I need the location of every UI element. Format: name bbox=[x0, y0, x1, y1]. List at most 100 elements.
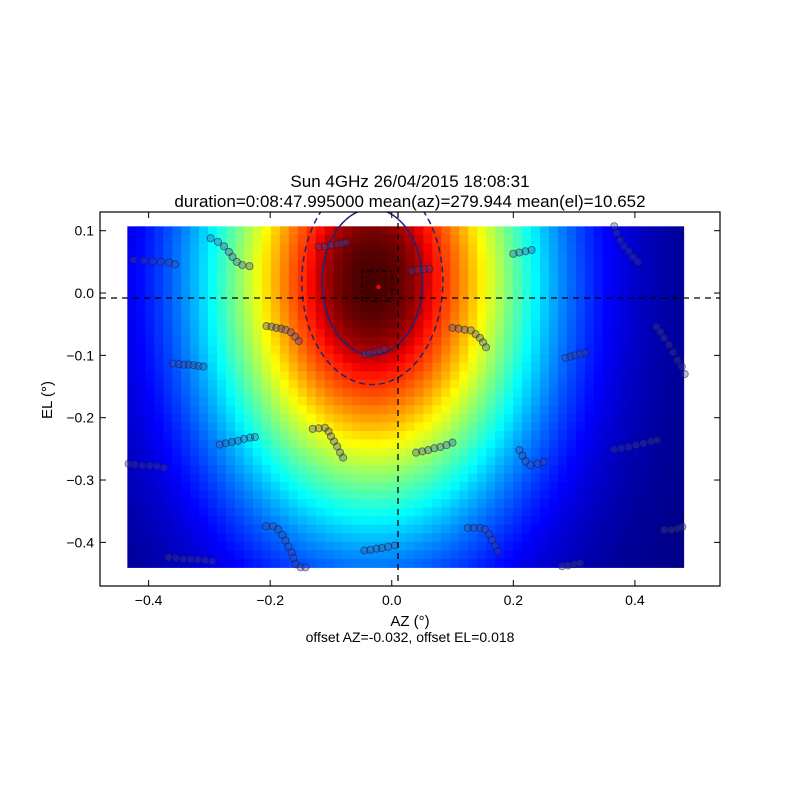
heatmap-cell bbox=[665, 473, 676, 483]
y-tick-label: −0.2 bbox=[66, 410, 94, 426]
heatmap-cell bbox=[522, 320, 532, 330]
heatmap-cell bbox=[513, 541, 523, 551]
heatmap-cell bbox=[226, 465, 236, 475]
heatmap-cell bbox=[557, 303, 568, 313]
heatmap-cell bbox=[288, 439, 299, 449]
heatmap-cell bbox=[235, 311, 245, 321]
heatmap-cell bbox=[414, 558, 424, 568]
heatmap-cell bbox=[378, 260, 389, 270]
heatmap-cell bbox=[163, 251, 173, 262]
heatmap-cell bbox=[611, 303, 622, 313]
heatmap-cell bbox=[459, 447, 469, 458]
scan-point bbox=[660, 333, 669, 342]
heatmap-cell bbox=[270, 362, 281, 372]
heatmap-cell bbox=[324, 473, 335, 483]
heatmap-cell bbox=[279, 234, 290, 244]
heatmap-cell bbox=[459, 507, 469, 517]
heatmap-cell bbox=[387, 277, 398, 287]
heatmap-cell bbox=[127, 294, 137, 304]
heatmap-cell bbox=[306, 234, 317, 244]
heatmap-cell bbox=[297, 277, 308, 287]
heatmap-cell bbox=[261, 516, 272, 526]
heatmap-cell bbox=[405, 456, 416, 466]
heatmap-cell bbox=[629, 413, 640, 423]
heatmap-cell bbox=[145, 550, 155, 560]
heatmap-cell bbox=[477, 430, 487, 441]
heatmap-cell bbox=[450, 234, 460, 244]
heatmap-cell bbox=[136, 294, 146, 304]
heatmap-cell bbox=[593, 430, 604, 441]
heatmap-cell bbox=[504, 516, 514, 526]
heatmap-cell bbox=[531, 371, 541, 381]
heatmap-cell bbox=[450, 268, 460, 279]
heatmap-cell bbox=[629, 430, 640, 441]
heatmap-cell bbox=[154, 388, 164, 398]
heatmap-cell bbox=[414, 550, 424, 560]
heatmap-cell bbox=[575, 465, 586, 475]
heatmap-cell bbox=[297, 422, 308, 432]
heatmap-cell bbox=[226, 456, 236, 466]
heatmap-cell bbox=[620, 320, 631, 330]
heatmap-cell bbox=[405, 541, 416, 551]
heatmap-cell bbox=[261, 447, 272, 458]
heatmap-cell bbox=[638, 430, 649, 441]
heatmap-cell bbox=[154, 328, 164, 338]
heatmap-cell bbox=[504, 533, 514, 543]
heatmap-cell bbox=[665, 490, 676, 500]
heatmap-cell bbox=[243, 524, 254, 534]
heatmap-cell bbox=[163, 439, 173, 449]
heatmap-cell bbox=[584, 524, 595, 534]
heatmap-cell bbox=[217, 345, 227, 355]
heatmap-cell bbox=[620, 499, 631, 509]
heatmap-cell bbox=[235, 413, 245, 423]
heatmap-cell bbox=[136, 337, 146, 347]
heatmap-cell bbox=[208, 550, 218, 560]
heatmap-cell bbox=[288, 558, 299, 568]
heatmap-cell bbox=[136, 260, 146, 270]
heatmap-cell bbox=[396, 303, 407, 313]
heatmap-cell bbox=[288, 243, 299, 253]
heatmap-cell bbox=[172, 379, 182, 389]
heatmap-cell bbox=[566, 541, 577, 551]
heatmap-cell bbox=[243, 362, 254, 372]
heatmap-cell bbox=[647, 379, 658, 389]
scan-point bbox=[678, 522, 687, 531]
heatmap-cell bbox=[674, 362, 685, 372]
heatmap-cell bbox=[450, 558, 460, 568]
heatmap-cell bbox=[208, 507, 218, 517]
heatmap-cell bbox=[163, 345, 173, 355]
heatmap-cell bbox=[208, 260, 218, 270]
heatmap-cell bbox=[279, 524, 290, 534]
heatmap-cell bbox=[584, 286, 595, 296]
heatmap-cell bbox=[378, 465, 389, 475]
heatmap-cell bbox=[450, 371, 460, 381]
heatmap-cell bbox=[477, 465, 487, 475]
heatmap-cell bbox=[217, 328, 227, 338]
heatmap-cell bbox=[226, 328, 236, 338]
heatmap-cell bbox=[243, 396, 254, 406]
heatmap-cell bbox=[566, 328, 577, 338]
heatmap-cell bbox=[548, 507, 559, 517]
heatmap-cell bbox=[235, 482, 245, 492]
heatmap-cell bbox=[566, 379, 577, 389]
heatmap-cell bbox=[360, 482, 371, 492]
heatmap-cell bbox=[486, 388, 496, 398]
heatmap-cell bbox=[396, 234, 407, 244]
heatmap-cell bbox=[459, 405, 469, 415]
heatmap-cell bbox=[217, 286, 227, 296]
heatmap-cell bbox=[208, 524, 218, 534]
heatmap-cell bbox=[557, 473, 568, 483]
heatmap-cell bbox=[190, 388, 200, 398]
heatmap-cell bbox=[163, 516, 173, 526]
heatmap-cell bbox=[414, 541, 424, 551]
heatmap-cell bbox=[584, 482, 595, 492]
heatmap-cell bbox=[342, 328, 353, 338]
scan-point bbox=[680, 370, 689, 379]
heatmap-cell bbox=[495, 524, 505, 534]
heatmap-cell bbox=[235, 541, 245, 551]
heatmap-cell bbox=[495, 226, 505, 236]
heatmap-cell bbox=[656, 456, 667, 466]
heatmap-cell bbox=[369, 311, 380, 321]
heatmap-cell bbox=[279, 558, 290, 568]
heatmap-cell bbox=[665, 286, 676, 296]
